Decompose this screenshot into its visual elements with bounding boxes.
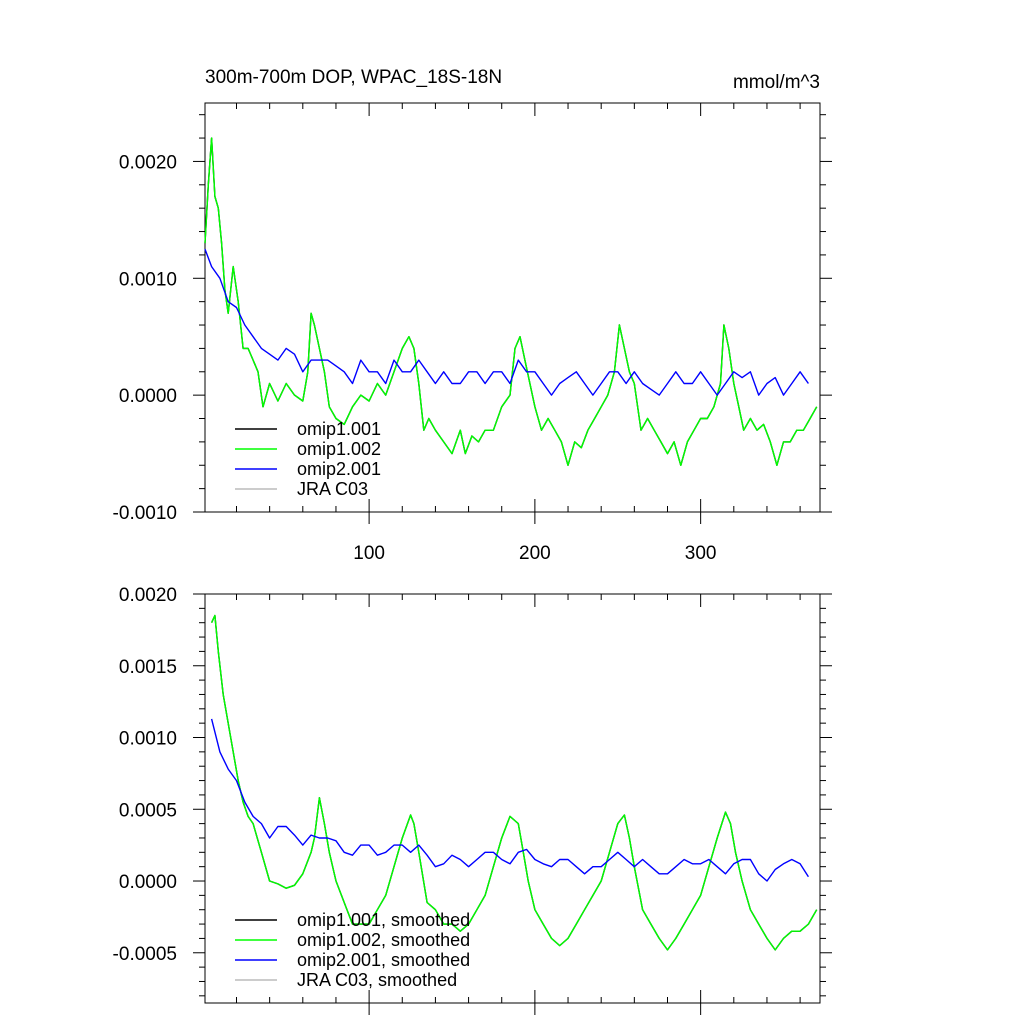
bottom-series-group (210, 614, 818, 951)
bottom-plot-frame (204, 593, 821, 1004)
top-series-omip1-002 (204, 137, 818, 466)
top-y-tick-label: 0.0010 (119, 269, 177, 290)
bottom-y-tick-label: 0.0015 (119, 657, 177, 678)
top-x-tick-label: 200 (519, 543, 551, 564)
top-legend-label: omip1.001 (297, 419, 381, 439)
top-y-tick-label: -0.0010 (113, 503, 177, 524)
top-y-tick-label: 0.0000 (119, 386, 177, 407)
bottom-series-omip1-002-smoothed (210, 614, 818, 951)
bottom-y-tick-label: -0.0005 (113, 944, 177, 965)
top-panel: 100 200 300 -0.0010 0.0000 0.0010 0.0020 omip1… (113, 102, 832, 564)
top-y-tick-label: 0.0020 (119, 152, 177, 173)
bottom-panel: -0.0005 0.0000 0.0005 0.0010 0.0015 0.0020 om… (113, 585, 832, 1015)
bottom-series-omip2-001-smoothed (210, 718, 809, 882)
top-plot-frame (204, 102, 821, 513)
top-legend-label: omip1.002 (297, 439, 381, 459)
bottom-axis-ticks: -0.0005 0.0000 0.0005 0.0010 0.0015 0.0020 (113, 585, 832, 1015)
bottom-series-omip1-001-smoothed (210, 614, 818, 951)
top-series-omip1-001 (204, 137, 818, 466)
top-x-tick-label: 100 (353, 543, 385, 564)
bottom-legend-label: JRA C03, smoothed (297, 970, 457, 990)
top-legend-label: JRA C03 (297, 479, 368, 499)
bottom-y-tick-label: 0.0005 (119, 800, 177, 821)
top-series-omip2-001 (204, 248, 809, 396)
bottom-y-tick-label: 0.0020 (119, 585, 177, 606)
bottom-y-tick-label: 0.0010 (119, 729, 177, 750)
bottom-legend-label: omip1.002, smoothed (297, 930, 470, 950)
bottom-y-tick-label: 0.0000 (119, 872, 177, 893)
bottom-legend-label: omip1.001, smoothed (297, 910, 470, 930)
top-legend-label: omip2.001 (297, 459, 381, 479)
figure-title: 300m-700m DOP, WPAC_18S-18N (205, 67, 502, 88)
top-axis-ticks: 100 200 300 -0.0010 0.0000 0.0010 0.0020 (113, 103, 832, 564)
top-x-tick-label: 300 (685, 543, 717, 564)
bottom-legend-label: omip2.001, smoothed (297, 950, 470, 970)
top-series-group (204, 137, 818, 466)
units-label: mmol/m^3 (733, 72, 820, 93)
